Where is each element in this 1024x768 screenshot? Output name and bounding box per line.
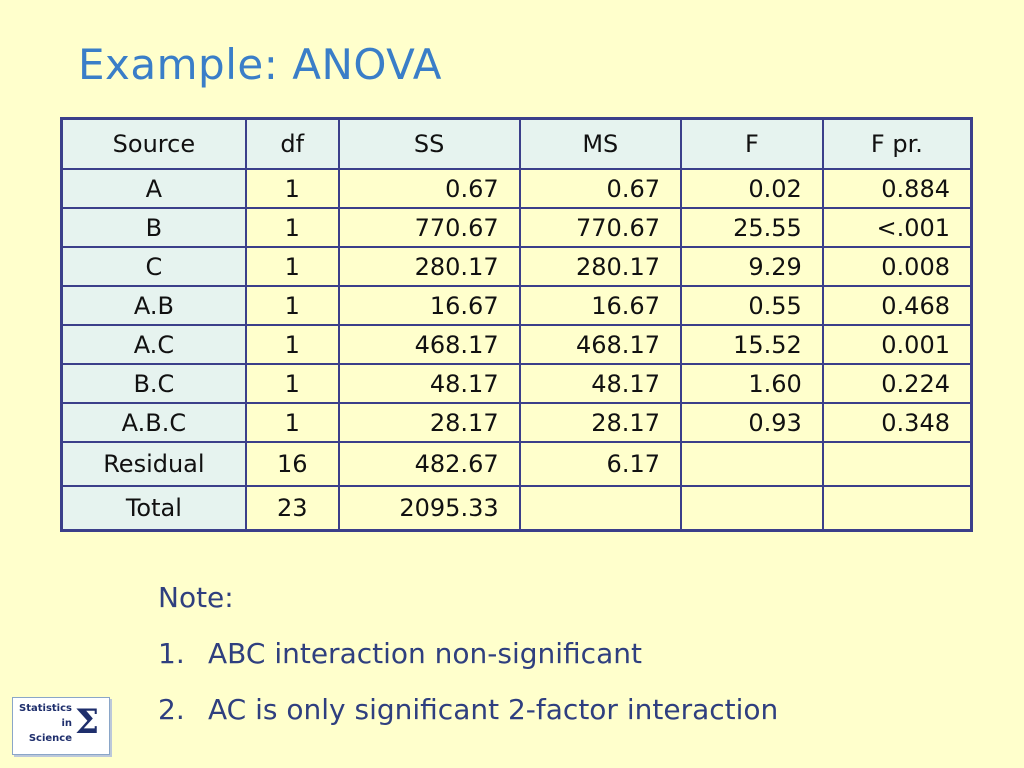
cell-source: B	[60, 207, 247, 248]
logo-text: Statistics in Science	[17, 701, 72, 746]
note-text: AC is only significant 2-factor interact…	[208, 693, 779, 726]
cell-ss: 468.17	[337, 324, 521, 365]
cell-ss: 28.17	[337, 402, 521, 443]
anova-table: Source df SS MS F F pr. A 1 0.67 0.67 0.…	[60, 117, 973, 532]
cell-ss: 770.67	[337, 207, 521, 248]
cell-ms: 280.17	[518, 246, 682, 287]
cell-ms: 0.67	[518, 168, 682, 209]
note-item: 1. ABC interaction non-significant	[158, 634, 778, 690]
table-row: B.C 1 48.17 48.17 1.60 0.224	[60, 363, 973, 404]
cell-fpr	[821, 441, 973, 487]
note-item: 2. AC is only significant 2-factor intera…	[158, 690, 778, 746]
cell-f: 15.52	[679, 324, 824, 365]
cell-source: A.B	[60, 285, 247, 326]
note-number: 1.	[158, 637, 185, 670]
cell-df: 1	[244, 285, 340, 326]
cell-df: 1	[244, 363, 340, 404]
cell-ms: 16.67	[518, 285, 682, 326]
cell-f: 9.29	[679, 246, 824, 287]
cell-df: 1	[244, 402, 340, 443]
cell-f: 1.60	[679, 363, 824, 404]
cell-df: 1	[244, 324, 340, 365]
table-row: Total 23 2095.33	[60, 485, 973, 532]
cell-ss: 0.67	[337, 168, 521, 209]
table-row: B 1 770.67 770.67 25.55 <.001	[60, 207, 973, 248]
cell-fpr	[821, 485, 973, 532]
cell-ms: 770.67	[518, 207, 682, 248]
header-df: df	[244, 117, 340, 170]
cell-source: A.B.C	[60, 402, 247, 443]
logo-line-science: Science	[28, 733, 72, 744]
header-fpr: F pr.	[821, 117, 973, 170]
cell-source: Residual	[60, 441, 247, 487]
statistics-in-science-logo: Statistics in Science Σ	[12, 697, 110, 755]
cell-ss: 280.17	[337, 246, 521, 287]
cell-fpr: 0.001	[821, 324, 973, 365]
cell-df: 23	[244, 485, 340, 532]
logo-line-in: in	[61, 718, 72, 729]
slide-title: Example: ANOVA	[78, 40, 442, 89]
cell-fpr: 0.348	[821, 402, 973, 443]
cell-ms: 6.17	[518, 441, 682, 487]
logo-line-statistics: Statistics	[19, 703, 72, 714]
cell-ms: 28.17	[518, 402, 682, 443]
cell-f: 0.02	[679, 168, 824, 209]
notes-heading: Note:	[158, 581, 234, 614]
header-f: F	[679, 117, 824, 170]
cell-df: 1	[244, 246, 340, 287]
cell-ss: 2095.33	[337, 485, 521, 532]
cell-fpr: 0.008	[821, 246, 973, 287]
cell-ms: 48.17	[518, 363, 682, 404]
header-ss: SS	[337, 117, 521, 170]
cell-f: 25.55	[679, 207, 824, 248]
cell-f: 0.93	[679, 402, 824, 443]
cell-ss: 482.67	[337, 441, 521, 487]
cell-ss: 48.17	[337, 363, 521, 404]
cell-ms	[518, 485, 682, 532]
cell-ms: 468.17	[518, 324, 682, 365]
cell-fpr: 0.884	[821, 168, 973, 209]
cell-df: 16	[244, 441, 340, 487]
cell-source: C	[60, 246, 247, 287]
table-row: A.B 1 16.67 16.67 0.55 0.468	[60, 285, 973, 326]
cell-source: A	[60, 168, 247, 209]
sigma-icon: Σ	[75, 702, 100, 742]
cell-source: A.C	[60, 324, 247, 365]
cell-fpr: <.001	[821, 207, 973, 248]
cell-fpr: 0.224	[821, 363, 973, 404]
cell-source: B.C	[60, 363, 247, 404]
cell-df: 1	[244, 207, 340, 248]
cell-f: 0.55	[679, 285, 824, 326]
notes-block: Note: 1. ABC interaction non-significant …	[158, 578, 778, 746]
table-row: A 1 0.67 0.67 0.02 0.884	[60, 168, 973, 209]
table-row: A.B.C 1 28.17 28.17 0.93 0.348	[60, 402, 973, 443]
note-number: 2.	[158, 693, 185, 726]
note-text: ABC interaction non-significant	[208, 637, 642, 670]
table-row: Residual 16 482.67 6.17	[60, 441, 973, 487]
table-row: A.C 1 468.17 468.17 15.52 0.001	[60, 324, 973, 365]
table-row: C 1 280.17 280.17 9.29 0.008	[60, 246, 973, 287]
cell-fpr: 0.468	[821, 285, 973, 326]
header-source: Source	[60, 117, 247, 170]
cell-f	[679, 441, 824, 487]
cell-df: 1	[244, 168, 340, 209]
cell-ss: 16.67	[337, 285, 521, 326]
cell-f	[679, 485, 824, 532]
header-ms: MS	[518, 117, 682, 170]
cell-source: Total	[60, 485, 247, 532]
table-header-row: Source df SS MS F F pr.	[60, 117, 973, 170]
